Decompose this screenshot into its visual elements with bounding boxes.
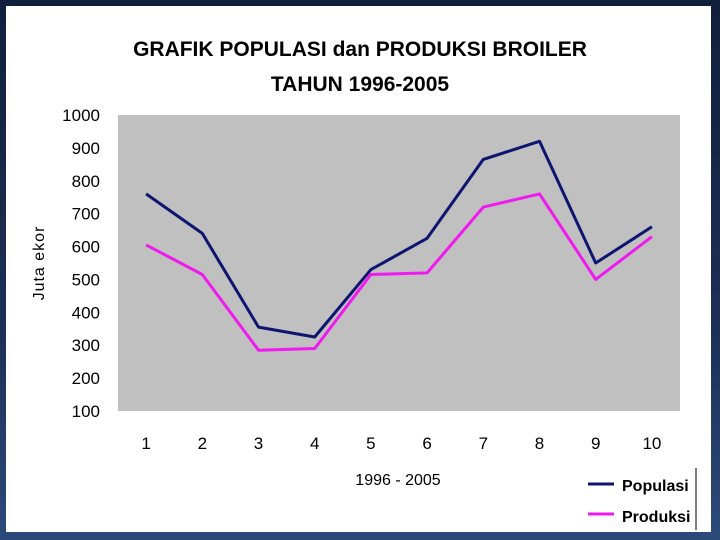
y-tick-label: 600 — [72, 238, 100, 257]
legend: Populasi Produksi — [588, 478, 690, 526]
x-tick-label: 10 — [642, 434, 661, 453]
legend-label-populasi: Populasi — [622, 478, 689, 495]
x-tick-label: 6 — [422, 434, 431, 453]
x-tick-label: 5 — [366, 434, 375, 453]
x-tick-label: 4 — [310, 434, 319, 453]
y-tick-label: 400 — [72, 303, 100, 322]
y-tick-label: 100 — [72, 402, 100, 421]
y-tick-label: 200 — [72, 369, 100, 388]
x-axis-ticks: 1 2 3 4 5 6 7 8 9 10 — [141, 434, 661, 453]
y-tick-label: 1000 — [62, 106, 100, 125]
y-axis-label: Juta ekor — [31, 226, 48, 301]
x-tick-label: 1 — [141, 434, 150, 453]
x-tick-label: 2 — [198, 434, 207, 453]
y-tick-label: 800 — [72, 172, 100, 191]
y-tick-label: 300 — [72, 336, 100, 355]
series-line-populasi — [145, 139, 653, 339]
y-tick-label: 900 — [72, 139, 100, 158]
series-line-produksi — [145, 192, 653, 352]
x-tick-label: 8 — [535, 434, 544, 453]
x-tick-label: 3 — [254, 434, 263, 453]
x-tick-label: 7 — [479, 434, 488, 453]
chart-subtitle: TAHUN 1996-2005 — [271, 73, 450, 96]
chart-title: GRAFIK POPULASI dan PRODUKSI BROILER — [133, 38, 587, 61]
x-tick-label: 9 — [591, 434, 600, 453]
y-axis-ticks: 100 200 300 400 500 600 700 800 900 1000 — [62, 106, 100, 421]
series-lines — [145, 139, 653, 352]
y-tick-label: 700 — [72, 205, 100, 224]
y-tick-label: 500 — [72, 270, 100, 289]
x-axis-label: 1996 - 2005 — [355, 472, 441, 489]
legend-label-produksi: Produksi — [622, 509, 690, 526]
